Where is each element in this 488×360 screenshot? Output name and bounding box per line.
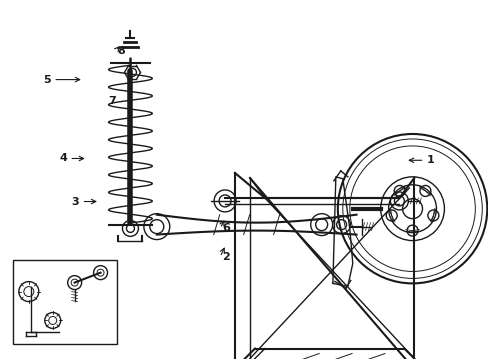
Bar <box>13 260 117 345</box>
Text: 6: 6 <box>222 224 229 233</box>
Text: 4: 4 <box>59 153 67 163</box>
Text: 8: 8 <box>118 46 125 56</box>
Text: 1: 1 <box>426 155 433 165</box>
Text: 2: 2 <box>222 252 229 262</box>
Text: 3: 3 <box>72 197 79 207</box>
Text: 7: 7 <box>108 96 116 106</box>
Text: 5: 5 <box>43 75 51 85</box>
